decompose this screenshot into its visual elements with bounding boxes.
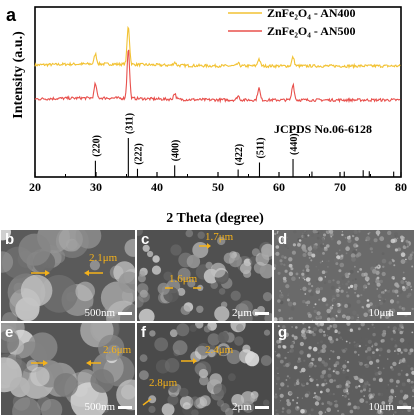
scale-bar: 500nm: [84, 401, 132, 413]
panel-letter: b: [5, 231, 15, 248]
series-line-2: [34, 49, 401, 104]
x-tick-label: 50: [212, 180, 224, 194]
x-tick-label: 40: [151, 180, 163, 194]
sem-panel-g: g 10μm: [274, 323, 414, 415]
panel-letter: d: [278, 231, 288, 248]
scale-bar: 10μm: [369, 307, 411, 319]
x-tick-label: 30: [90, 180, 102, 194]
xrd-chart: a 20 30 40 50 60 70 80 ZnFe₂O₄ - AN400 ZnFe₂O₄ -…: [6, 5, 407, 226]
panel-letter: e: [5, 324, 14, 341]
scale-label: 500nm: [84, 307, 115, 319]
sem-panel-b: b 2.1μm 500nm: [1, 230, 135, 321]
scale-label: 500nm: [84, 401, 115, 413]
sem-panel-e: e 2.6μm 500nm: [1, 323, 135, 415]
x-tick-label: 20: [29, 180, 41, 194]
scale-label: 10μm: [368, 401, 394, 413]
legend-label-1: ZnFe₂O₄ - AN400: [267, 6, 356, 20]
reference-label: JCPDS No.06-6128: [274, 122, 372, 136]
plot-area: 20 30 40 50 60 70 80 ZnFe₂O₄ - AN400 ZnFe₂O₄ - A…: [29, 6, 407, 194]
scale-bar: 2μm: [232, 307, 269, 319]
sem-panel-d: d 10μm: [274, 230, 414, 321]
size-annotation: 2.8μm: [149, 377, 178, 389]
panel-letter: f: [141, 324, 146, 341]
measure-arrows: [31, 360, 101, 366]
scale-label: 10μm: [368, 307, 394, 319]
measure-arrows: [31, 270, 103, 276]
hkl-label: (220): [91, 135, 102, 157]
x-axis-label: 2 Theta (degree): [166, 211, 264, 226]
hkl-label: (400): [171, 140, 182, 162]
scale-bar: 2μm: [232, 401, 269, 413]
size-annotation: 2.4μm: [205, 344, 234, 356]
series-line-1: [34, 25, 401, 70]
x-tick-label: 60: [273, 180, 285, 194]
panel-letter: c: [141, 231, 150, 248]
figure-label-a: a: [6, 5, 17, 25]
measure-arrows: [165, 243, 211, 289]
size-annotation: 2.1μm: [89, 252, 118, 264]
scale-label: 2μm: [232, 401, 252, 413]
size-annotation: 1.6μm: [169, 273, 198, 285]
hkl-label: (440): [289, 133, 300, 155]
sem-panel-f: f 2.4μm 2.8μm 2μm: [137, 323, 272, 415]
x-tick-label: 80: [395, 180, 407, 194]
hkl-label: (511): [255, 137, 266, 158]
panel-letter: g: [278, 324, 288, 341]
scale-bar: 10μm: [369, 401, 411, 413]
sem-panel-c: c 1.7μm 1.6μm 2μm: [137, 230, 272, 321]
size-annotation: 1.7μm: [205, 231, 234, 243]
scale-bar: 500nm: [84, 307, 132, 319]
size-annotation: 2.6μm: [103, 344, 132, 356]
legend-label-2: ZnFe₂O₄ - AN500: [267, 24, 356, 38]
hkl-label: (222): [133, 143, 144, 165]
hkl-label: (422): [234, 144, 245, 166]
hkl-label: (311): [124, 113, 135, 134]
measure-arrows: [142, 358, 197, 406]
x-tick-label: 70: [334, 180, 346, 194]
y-axis-label: Intensity (a.u.): [11, 31, 26, 119]
scale-label: 2μm: [232, 307, 252, 319]
